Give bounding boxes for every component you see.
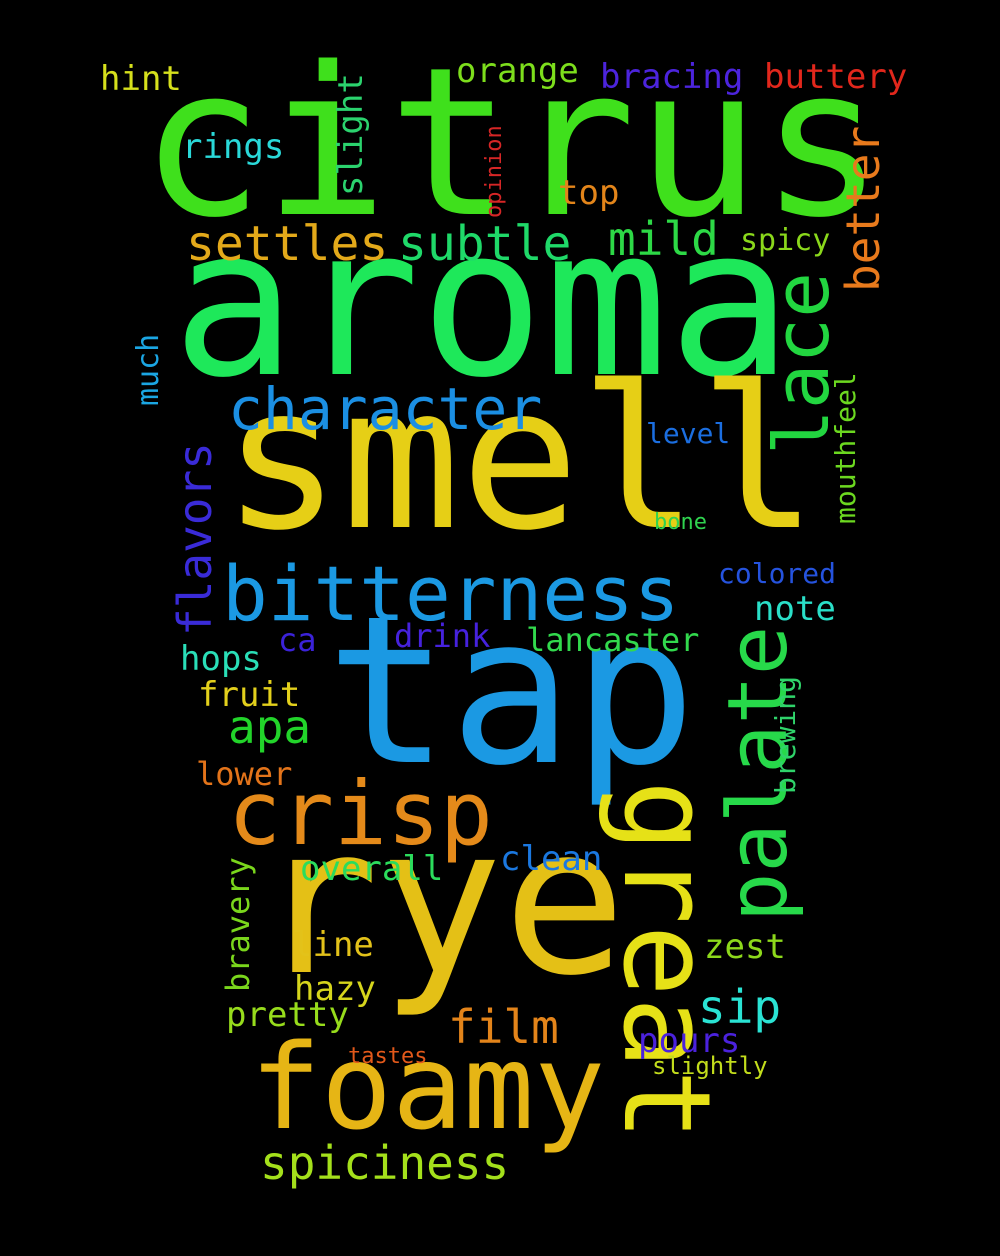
word-subtle: subtle [398, 216, 572, 272]
word-lancaster: lancaster [526, 621, 700, 659]
word-crisp: crisp [228, 762, 493, 865]
word-foamy: foamy [250, 1018, 606, 1156]
word-slight: slight [331, 73, 371, 196]
word-rye: rye [256, 783, 627, 1021]
word-drink: drink [394, 617, 491, 655]
word-hops: hops [180, 639, 262, 679]
word-rings: rings [182, 127, 285, 167]
word-colored: colored [718, 557, 837, 590]
word-film: film [448, 1000, 559, 1054]
word-spicy: spicy [740, 223, 831, 258]
word-hint: hint [100, 59, 182, 99]
word-bitterness: bitterness [222, 549, 680, 638]
word-smell: smell [222, 343, 819, 574]
word-much: much [131, 333, 166, 406]
word-flavors: flavors [168, 442, 222, 636]
word-settles: settles [186, 216, 389, 272]
word-zest: zest [704, 927, 786, 967]
word-level: level [646, 417, 731, 450]
word-line: line [292, 925, 374, 965]
word-apa: apa [228, 700, 312, 754]
word-top: top [558, 173, 620, 213]
word-ca: ca [278, 621, 317, 659]
word-character: character [228, 375, 543, 443]
word-aroma: aroma [172, 183, 793, 423]
word-mild: mild [608, 212, 719, 266]
word-fruit: fruit [198, 675, 301, 715]
word-sip: sip [698, 980, 782, 1034]
word-lower: lower [196, 755, 293, 793]
word-hazy: hazy [294, 969, 376, 1009]
word-better: better [836, 125, 890, 292]
word-clean: clean [500, 839, 603, 879]
word-tastes: tastes [348, 1044, 428, 1069]
word-pours: pours [638, 1021, 741, 1061]
word-bracing: bracing [600, 57, 744, 97]
word-orange: orange [456, 51, 579, 91]
word-opinion: opinion [482, 125, 507, 218]
word-bone: bone [654, 510, 707, 535]
word-tap: tap [326, 573, 697, 811]
word-slightly: slightly [652, 1052, 768, 1080]
word-brewing: brewing [769, 675, 802, 794]
word-pretty: pretty [226, 995, 349, 1035]
word-citrus: citrus [140, 23, 885, 263]
word-buttery: buttery [764, 57, 908, 97]
word-note: note [754, 589, 836, 629]
word-overall: overall [300, 849, 444, 889]
word-spiciness: spiciness [260, 1136, 510, 1190]
word-mouthfeel: mouthfeel [829, 372, 862, 524]
word-bravery: bravery [219, 857, 257, 992]
